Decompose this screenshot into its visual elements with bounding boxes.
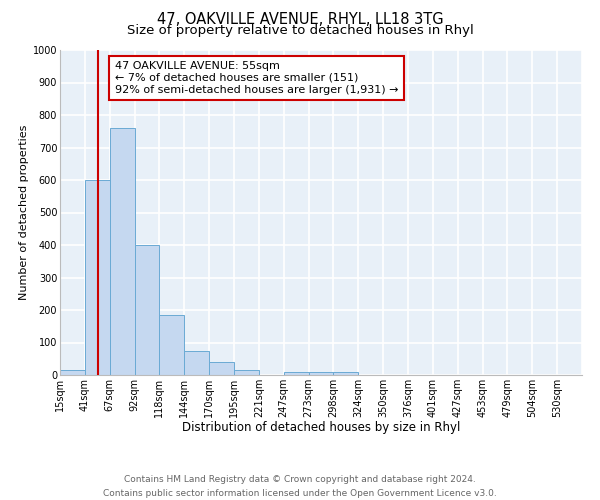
Bar xyxy=(209,362,234,375)
Text: 47, OAKVILLE AVENUE, RHYL, LL18 3TG: 47, OAKVILLE AVENUE, RHYL, LL18 3TG xyxy=(157,12,443,28)
Bar xyxy=(110,128,134,375)
X-axis label: Distribution of detached houses by size in Rhyl: Distribution of detached houses by size … xyxy=(182,422,460,434)
Bar xyxy=(60,370,85,375)
Text: Contains HM Land Registry data © Crown copyright and database right 2024.
Contai: Contains HM Land Registry data © Crown c… xyxy=(103,476,497,498)
Bar xyxy=(334,372,358,375)
Bar xyxy=(85,180,110,375)
Bar xyxy=(284,372,308,375)
Bar xyxy=(160,315,184,375)
Y-axis label: Number of detached properties: Number of detached properties xyxy=(19,125,29,300)
Bar xyxy=(308,372,334,375)
Bar xyxy=(234,370,259,375)
Bar xyxy=(184,350,209,375)
Text: Size of property relative to detached houses in Rhyl: Size of property relative to detached ho… xyxy=(127,24,473,37)
Bar xyxy=(134,245,160,375)
Text: 47 OAKVILLE AVENUE: 55sqm
← 7% of detached houses are smaller (151)
92% of semi-: 47 OAKVILLE AVENUE: 55sqm ← 7% of detach… xyxy=(115,62,398,94)
